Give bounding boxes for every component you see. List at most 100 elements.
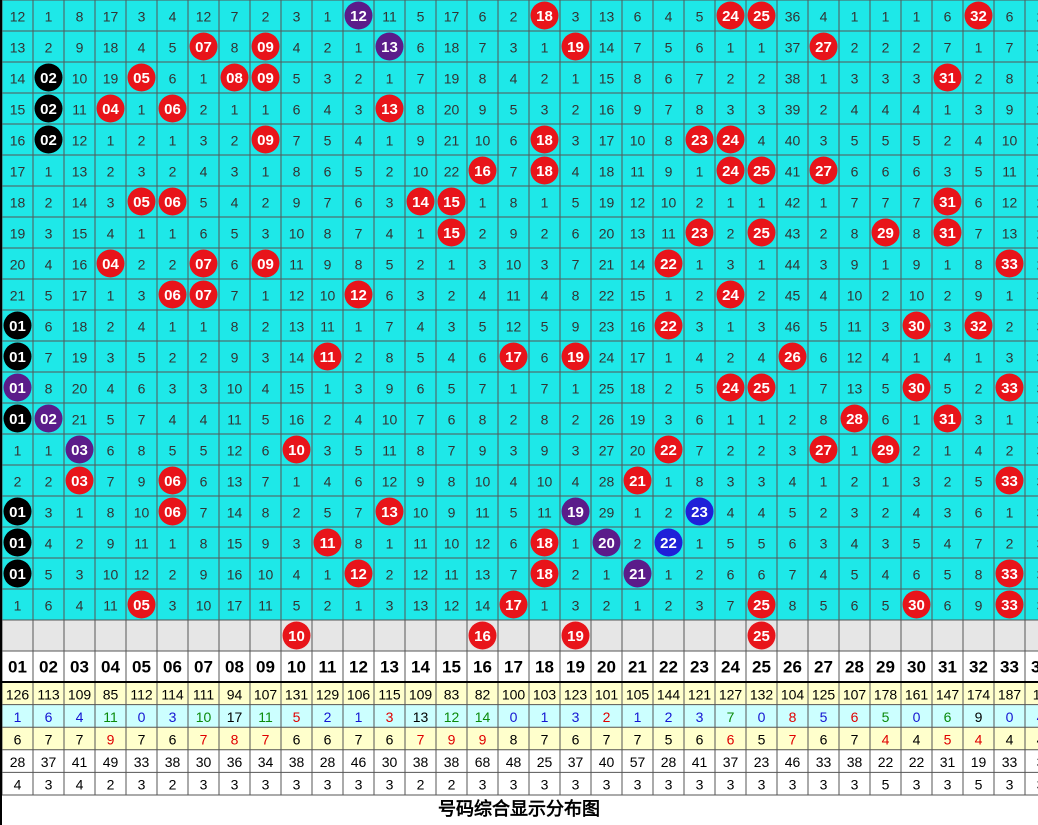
ball	[716, 125, 745, 154]
ball-number: 02	[40, 101, 57, 118]
stat-value: 4	[1037, 732, 1038, 748]
stat-value: 2	[417, 777, 425, 793]
miss-count: 3	[1037, 412, 1038, 428]
ball-number: 09	[257, 39, 274, 56]
miss-count: 5	[789, 505, 797, 521]
miss-count: 5	[45, 288, 53, 304]
miss-count: 1	[355, 40, 363, 56]
stat-value: 36	[227, 754, 243, 770]
ball-number: 25	[753, 628, 770, 645]
miss-count: 8	[448, 474, 456, 490]
miss-count: 3	[510, 40, 518, 56]
miss-count: 12	[134, 567, 150, 583]
miss-count: 7	[634, 40, 642, 56]
miss-count: 12	[1002, 195, 1018, 211]
miss-count: 7	[293, 133, 301, 149]
ball	[964, 1, 993, 30]
miss-count: 4	[324, 474, 332, 490]
ball-number: 25	[753, 163, 770, 180]
miss-count: 2	[324, 412, 332, 428]
miss-count: 5	[820, 319, 828, 335]
miss-count: 2	[696, 195, 704, 211]
miss-count: 12	[630, 195, 646, 211]
ball	[127, 63, 156, 92]
miss-count: 15	[72, 226, 88, 242]
miss-count: 1	[665, 567, 673, 583]
miss-count: 4	[758, 133, 766, 149]
miss-count: 2	[262, 9, 270, 25]
miss-count: 16	[10, 133, 26, 149]
ball	[809, 156, 838, 185]
stat-value: 3	[479, 777, 487, 793]
miss-count: 10	[258, 567, 274, 583]
stat-value: 6	[293, 732, 301, 748]
stat-value: 30	[382, 754, 398, 770]
miss-count: 3	[975, 102, 983, 118]
miss-count: 3	[1037, 443, 1038, 459]
stat-value: 3	[1037, 754, 1038, 770]
miss-count: 3	[541, 102, 549, 118]
miss-count: 11	[630, 164, 645, 180]
miss-count: 4	[510, 474, 518, 490]
miss-count: 10	[847, 288, 863, 304]
stat-value: 46	[785, 754, 801, 770]
miss-count: 2	[324, 598, 332, 614]
stat-value: 7	[851, 732, 859, 748]
miss-count: 29	[599, 505, 615, 521]
miss-count: 17	[444, 9, 460, 25]
stat-value: 4	[1006, 732, 1014, 748]
stat-value: 22	[878, 754, 894, 770]
miss-count: 1	[696, 164, 704, 180]
miss-count: 7	[479, 381, 487, 397]
miss-count: 2	[510, 412, 518, 428]
miss-count: 4	[293, 40, 301, 56]
stat-value: 8	[510, 732, 518, 748]
stat-value: 7	[355, 732, 363, 748]
miss-count: 2	[727, 443, 735, 459]
ball-number: 01	[9, 318, 26, 335]
miss-count: 1	[727, 319, 735, 335]
miss-count: 3	[169, 381, 177, 397]
miss-count: 44	[785, 257, 801, 273]
miss-count: 9	[851, 257, 859, 273]
miss-count: 3	[479, 257, 487, 273]
miss-count: 3	[200, 133, 208, 149]
ball-number: 23	[691, 132, 708, 149]
miss-count: 3	[1037, 567, 1038, 583]
stat-value: 104	[781, 686, 805, 702]
miss-count: 3	[262, 226, 270, 242]
miss-count: 1	[882, 257, 890, 273]
miss-count: 8	[1006, 71, 1014, 87]
miss-count: 6	[45, 319, 53, 335]
ball-number: 08	[226, 70, 243, 87]
miss-count: 13	[599, 9, 615, 25]
stat-value: 3	[603, 777, 611, 793]
miss-count: 2	[138, 133, 146, 149]
miss-count: 12	[444, 598, 460, 614]
miss-count: 1	[882, 9, 890, 25]
stat-value: 6	[45, 709, 53, 725]
stat-value: 94	[227, 686, 243, 702]
ball	[809, 32, 838, 61]
miss-count: 7	[572, 257, 580, 273]
stat-value: 28	[10, 754, 26, 770]
ball	[654, 311, 683, 340]
miss-count: 9	[417, 474, 425, 490]
miss-count: 2	[169, 350, 177, 366]
ball	[561, 621, 590, 650]
miss-count: 8	[913, 226, 921, 242]
miss-count: 1	[634, 505, 642, 521]
ball	[65, 466, 94, 495]
ball-number: 15	[443, 225, 460, 242]
miss-count: 1	[603, 567, 611, 583]
stat-value: 3	[1037, 777, 1038, 793]
miss-count: 6	[913, 567, 921, 583]
miss-count: 6	[386, 288, 394, 304]
miss-count: 3	[572, 133, 580, 149]
ball	[747, 1, 776, 30]
ball-number: 33	[1001, 566, 1018, 583]
column-header: 32	[969, 658, 988, 677]
ball	[561, 497, 590, 526]
stat-value: 114	[161, 686, 184, 702]
